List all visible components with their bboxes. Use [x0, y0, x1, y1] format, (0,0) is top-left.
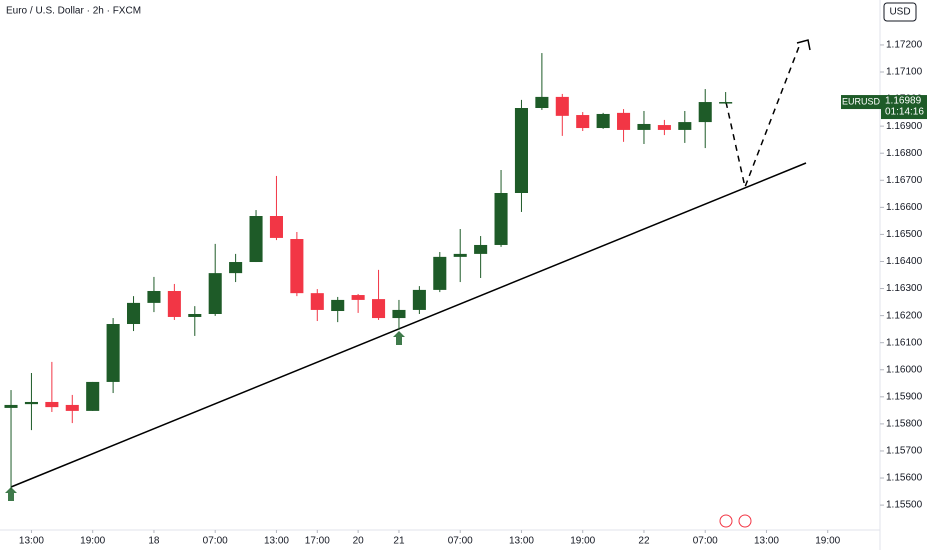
projection-arrowhead	[796, 39, 811, 51]
candle-body	[433, 256, 447, 290]
candle-body	[617, 112, 631, 130]
y-tick-label: 1.16600	[886, 202, 923, 213]
y-tick-label: 1.17200	[886, 40, 923, 51]
candle-body	[310, 293, 324, 310]
x-tick-label: 13:00	[19, 536, 44, 547]
y-tick-label: 1.16300	[886, 283, 923, 294]
x-tick-label: 13:00	[509, 536, 534, 547]
y-tick-label: 1.16200	[886, 310, 923, 321]
y-tick-label: 1.15600	[886, 473, 923, 484]
x-tick-label: 07:00	[693, 536, 718, 547]
candle-body	[719, 102, 733, 104]
candle-body	[86, 381, 100, 411]
event-icon[interactable]	[719, 514, 733, 528]
up-arrow-marker	[393, 331, 405, 345]
candle-body	[290, 239, 304, 294]
event-icon[interactable]	[738, 514, 752, 528]
candle-body	[147, 290, 161, 303]
candle-body	[106, 324, 120, 382]
candle-body	[392, 309, 406, 319]
currency-label: USD	[889, 7, 910, 18]
candle-body	[45, 401, 59, 408]
candle-body	[188, 313, 202, 317]
y-tick-label: 1.17100	[886, 67, 923, 78]
projection-path	[725, 43, 801, 190]
y-tick-label: 1.16100	[886, 337, 923, 348]
candle-body	[167, 290, 181, 317]
y-tick-label: 1.16400	[886, 256, 923, 267]
candle-body	[372, 299, 386, 319]
x-tick-label: 19:00	[815, 536, 840, 547]
y-tick-label: 1.15800	[886, 419, 923, 430]
candle-body	[657, 125, 671, 130]
candle-body	[269, 216, 283, 238]
candle-body	[412, 289, 426, 310]
y-tick-label: 1.15700	[886, 446, 923, 457]
candle-body	[24, 401, 38, 405]
price-label-box	[881, 95, 927, 120]
candle-body	[453, 253, 467, 257]
x-tick-label: 19:00	[80, 536, 105, 547]
candle-body	[331, 299, 345, 312]
y-tick-label: 1.16800	[886, 148, 923, 159]
trend-line	[10, 162, 807, 488]
x-tick-label: 21	[393, 536, 405, 547]
candle-body	[535, 96, 549, 109]
candle-body	[474, 244, 488, 254]
x-tick-label: 17:00	[305, 536, 330, 547]
candle-body	[229, 262, 243, 274]
candle-body	[351, 295, 365, 300]
candle-body	[576, 115, 590, 129]
symbol-label-box	[841, 95, 881, 110]
y-tick-label: 1.16500	[886, 229, 923, 240]
candle-body	[514, 108, 528, 193]
price-label: 1.16989	[885, 96, 922, 107]
x-tick-label: 18	[148, 536, 160, 547]
x-tick-label: 07:00	[448, 536, 473, 547]
candle-body	[596, 113, 610, 129]
y-tick-label: 1.16900	[886, 121, 923, 132]
x-tick-label: 20	[353, 536, 365, 547]
up-arrow-marker	[5, 487, 17, 501]
x-tick-label: 13:00	[264, 536, 289, 547]
candle-body	[249, 216, 263, 263]
x-tick-label: 13:00	[754, 536, 779, 547]
countdown-label: 01:14:16	[885, 107, 924, 118]
candle-body	[65, 404, 79, 411]
candle-body	[698, 102, 712, 123]
candle-body	[4, 404, 18, 408]
candle-body	[555, 96, 569, 116]
y-tick-label: 1.16700	[886, 175, 923, 186]
y-tick-label: 1.15500	[886, 500, 923, 511]
candle-body	[494, 192, 508, 245]
symbol-label: EURUSD	[842, 96, 881, 106]
candle-body	[126, 302, 141, 325]
candle-body	[208, 273, 222, 314]
candle-body	[678, 122, 692, 130]
x-tick-label: 19:00	[570, 536, 595, 547]
chart-title: Euro / U.S. Dollar · 2h · FXCM	[6, 6, 141, 17]
x-tick-label: 07:00	[203, 536, 228, 547]
currency-button[interactable]	[883, 2, 917, 22]
y-tick-label: 1.16000	[886, 364, 923, 375]
y-tick-label: 1.15900	[886, 391, 923, 402]
x-tick-label: 22	[638, 536, 650, 547]
candle-body	[637, 123, 651, 130]
